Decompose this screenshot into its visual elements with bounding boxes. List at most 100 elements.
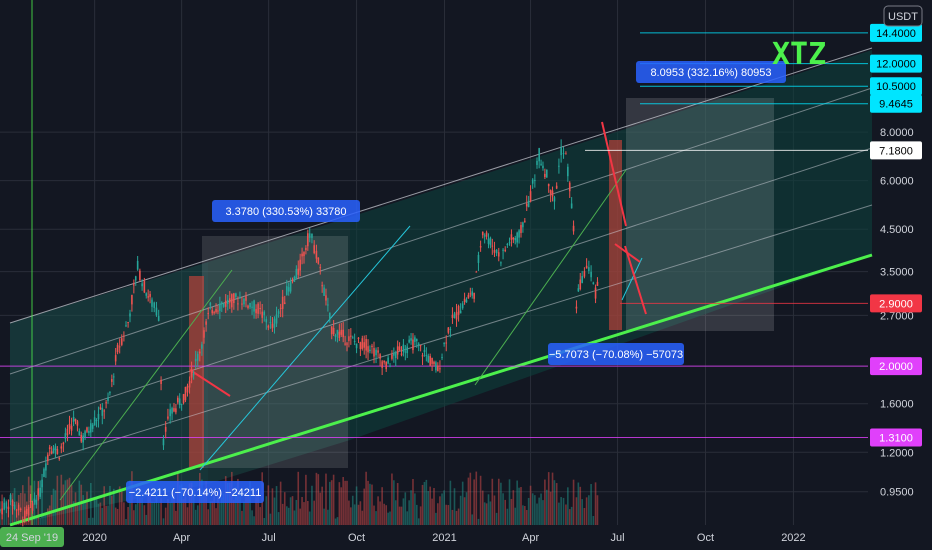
volume-bar xyxy=(245,496,247,525)
candle-body xyxy=(17,504,20,511)
volume-bar xyxy=(560,497,562,525)
volume-bar xyxy=(58,509,61,525)
candle-body xyxy=(435,362,437,371)
volume-bar xyxy=(437,503,439,525)
candle-body xyxy=(109,392,111,394)
volume-bar xyxy=(469,472,472,525)
candle-body xyxy=(45,463,47,471)
candle-body xyxy=(265,319,268,323)
volume-bar xyxy=(196,505,199,525)
price-level-tag[interactable] xyxy=(870,357,922,376)
candle-body xyxy=(357,337,360,340)
price-level-tag[interactable] xyxy=(870,294,922,313)
candle-body xyxy=(164,426,167,432)
candle-body xyxy=(522,222,524,228)
candle-body xyxy=(86,427,88,432)
volume-bar xyxy=(184,488,187,525)
candle-body xyxy=(31,503,34,511)
candle-body xyxy=(41,479,43,488)
candle-body xyxy=(346,343,348,345)
volume-bar xyxy=(0,501,1,525)
candle-body xyxy=(585,265,588,269)
volume-bar xyxy=(443,490,445,525)
volume-bar xyxy=(62,484,65,525)
volume-bar xyxy=(572,479,575,525)
candle-body xyxy=(321,285,323,287)
volume-bar xyxy=(485,503,488,525)
candle-body xyxy=(43,468,45,477)
volume-bar xyxy=(271,488,274,525)
volume-bar xyxy=(169,502,171,525)
red-line-b xyxy=(601,121,627,227)
volume-bar xyxy=(575,497,578,525)
candle-body xyxy=(295,268,298,279)
candle-body xyxy=(512,237,515,240)
candle-body xyxy=(590,271,592,278)
price-level-tag[interactable] xyxy=(870,428,922,447)
volume-bar xyxy=(279,481,282,525)
measure-box-3 xyxy=(626,98,774,331)
volume-bar xyxy=(453,488,456,525)
candle-body xyxy=(592,282,595,284)
candle-body xyxy=(175,408,177,413)
volume-bar xyxy=(547,472,550,525)
volume-bar xyxy=(489,501,492,525)
candle-body xyxy=(80,434,83,442)
price-level-tag[interactable] xyxy=(870,54,922,73)
volume-bar xyxy=(145,514,148,525)
candle-body xyxy=(327,304,329,306)
price-level-tag[interactable] xyxy=(870,141,922,160)
measurement-badge[interactable] xyxy=(548,343,684,365)
volume-bar xyxy=(120,491,123,525)
candle-body xyxy=(581,276,583,283)
candle-body xyxy=(149,294,151,297)
measurement-badge[interactable] xyxy=(212,200,360,222)
volume-bar xyxy=(439,496,441,525)
x-tick-label: Oct xyxy=(697,532,714,544)
candle-body xyxy=(336,329,339,335)
price-level-tag[interactable] xyxy=(870,23,922,42)
price-level-tag[interactable] xyxy=(870,77,922,96)
currency-badge[interactable]: USDT xyxy=(883,5,923,27)
measurement-badge[interactable] xyxy=(636,61,786,83)
candle-body xyxy=(220,302,223,305)
volume-bar xyxy=(538,497,540,525)
candle-body xyxy=(404,351,407,353)
candle-body xyxy=(239,297,241,299)
volume-bar xyxy=(188,483,191,525)
volume-bar xyxy=(105,505,107,525)
candle-body xyxy=(443,343,445,345)
volume-bar xyxy=(297,471,300,525)
volume-bar xyxy=(330,480,333,525)
volume-bar xyxy=(534,495,536,525)
volume-bar xyxy=(555,483,558,525)
candle-body xyxy=(579,279,582,290)
candle-body xyxy=(338,331,341,338)
volume-bar xyxy=(45,513,47,525)
volume-bar xyxy=(241,510,243,525)
candle-body xyxy=(275,314,278,324)
candle-body xyxy=(50,451,53,454)
candle-body xyxy=(350,335,352,337)
candle-body xyxy=(549,189,552,194)
volume-bar xyxy=(375,511,377,525)
candle-body xyxy=(171,408,173,414)
measurement-badge[interactable] xyxy=(126,481,264,503)
candle-body xyxy=(222,303,225,307)
candle-body xyxy=(334,334,337,338)
volume-bar xyxy=(118,486,121,525)
volume-bar xyxy=(153,502,156,525)
volume-bar xyxy=(219,502,221,525)
volume-bar xyxy=(408,500,410,525)
candle-body xyxy=(141,283,143,287)
price-level-tag[interactable] xyxy=(870,94,922,113)
volume-bar xyxy=(512,490,515,525)
candle-body xyxy=(342,329,344,338)
candle-body xyxy=(7,507,10,509)
support-line[interactable] xyxy=(9,253,873,527)
candle-body xyxy=(167,416,169,419)
volume-bar xyxy=(588,495,590,525)
candle-body xyxy=(387,357,389,364)
volume-bar xyxy=(123,502,125,525)
